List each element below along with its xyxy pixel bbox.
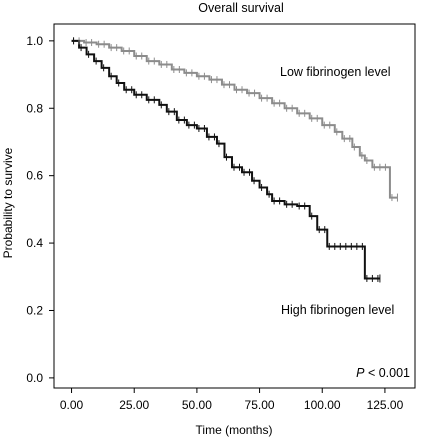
x-tick-label: 125.00: [367, 398, 404, 412]
y-tick-label: 0.6: [26, 169, 43, 183]
series-label-low: Low fibrinogen level: [280, 65, 391, 79]
p-value-italic: P: [356, 366, 365, 380]
series-line-0: [71, 39, 398, 199]
y-tick-label: 0.8: [26, 101, 43, 115]
x-tick-label: 0.00: [60, 398, 84, 412]
chart-title: Overall survival: [198, 1, 283, 15]
x-tick-label: 75.00: [245, 398, 275, 412]
y-tick-label: 0.4: [26, 236, 43, 250]
axis-ticks: 0.00 25.00 50.00 75.00 100.00 125.00 0.0 0.2 0.4…: [26, 34, 403, 412]
y-tick-label: 0.0: [26, 371, 43, 385]
y-axis-label: Probability to survive: [1, 147, 15, 258]
plot-frame: [53, 23, 416, 389]
x-tick-label: 25.00: [119, 398, 149, 412]
series-line-1: [71, 39, 380, 280]
x-tick-label: 100.00: [304, 398, 341, 412]
p-value: P < 0.001: [356, 366, 410, 380]
censor-marks: [73, 37, 398, 283]
x-axis-label: Time (months): [196, 423, 273, 437]
series-label-high: High fibrinogen level: [281, 303, 394, 317]
p-value-rest: < 0.001: [364, 366, 410, 380]
y-tick-label: 1.0: [26, 34, 43, 48]
x-tick-label: 50.00: [182, 398, 212, 412]
series-group: [71, 39, 398, 280]
y-tick-label: 0.2: [26, 303, 43, 317]
